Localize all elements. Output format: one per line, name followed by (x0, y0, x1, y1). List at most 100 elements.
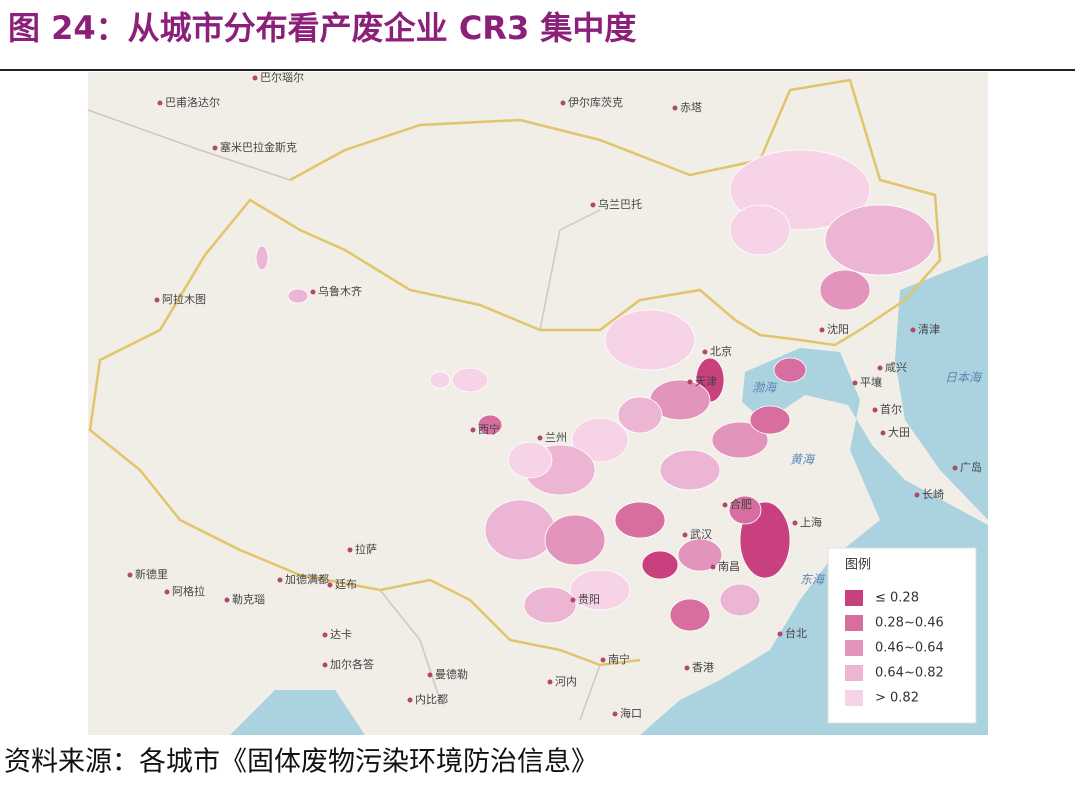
place-dot (157, 100, 163, 106)
place-label: 北京 (710, 344, 732, 358)
region (641, 550, 679, 580)
region (604, 309, 696, 371)
place-label: 香港 (692, 661, 714, 674)
place-label: 勒克瑙 (232, 593, 265, 606)
place-dot (914, 492, 920, 498)
place-label: 南宁 (608, 652, 630, 666)
place-dot (852, 380, 858, 386)
region (669, 598, 711, 632)
place-dot (687, 379, 693, 385)
place-dot (792, 520, 798, 526)
place-dot (310, 289, 316, 295)
place-label: 沈阳 (827, 322, 849, 336)
place-label: 大田 (888, 425, 910, 439)
place-label: 伊尔库茨克 (568, 95, 623, 109)
region (569, 569, 631, 611)
region (544, 514, 606, 566)
place-label: 赤塔 (680, 101, 702, 114)
place-label: 乌鲁木齐 (318, 284, 362, 298)
place-dot (600, 657, 606, 663)
place-dot (672, 105, 678, 111)
place-dot (819, 327, 825, 333)
legend-label: > 0.82 (875, 691, 919, 706)
place-label: 新德里 (135, 567, 168, 581)
place-dot (164, 589, 170, 595)
region (719, 583, 761, 617)
figure-title: 图 24：从城市分布看产废企业 CR3 集中度 (8, 9, 636, 47)
place-label: 海口 (620, 706, 642, 720)
place-label: 清津 (918, 323, 940, 336)
place-dot (777, 631, 783, 637)
region (819, 269, 871, 311)
region (287, 288, 309, 304)
place-dot (277, 577, 283, 583)
place-label: 内比都 (415, 692, 448, 706)
legend-swatch (845, 640, 863, 656)
place-label: 塞米巴拉金斯克 (220, 140, 297, 154)
region (749, 405, 791, 435)
place-dot (537, 435, 543, 441)
region (711, 421, 769, 459)
place-label: 拉萨 (355, 542, 377, 556)
place-dot (684, 665, 690, 671)
region (255, 245, 269, 271)
place-label: 天津 (695, 375, 717, 388)
legend-label: ≤ 0.28 (875, 591, 919, 606)
region (429, 371, 451, 389)
place-dot (722, 502, 728, 508)
region (617, 396, 663, 434)
place-dot (427, 672, 433, 678)
region (659, 449, 721, 491)
place-label: 广岛 (960, 460, 982, 474)
place-label: 合肥 (730, 497, 752, 511)
place-dot (612, 711, 618, 717)
place-dot (322, 662, 328, 668)
place-dot (470, 427, 476, 433)
legend-swatch (845, 665, 863, 681)
place-label: 武汉 (690, 528, 712, 541)
region (571, 417, 629, 463)
region (728, 495, 762, 525)
place-label: 咸兴 (885, 361, 907, 374)
place-dot (872, 407, 878, 413)
place-label: 阿拉木图 (162, 292, 206, 306)
place-label: 巴甫洛达尔 (165, 95, 220, 109)
place-label: 加德满都 (285, 572, 329, 586)
legend-swatch (845, 615, 863, 631)
place-dot (327, 582, 333, 588)
place-dot (880, 430, 886, 436)
place-dot (127, 572, 133, 578)
place-dot (702, 349, 708, 355)
legend-swatch (845, 590, 863, 606)
region (507, 441, 553, 479)
legend-swatch (845, 690, 863, 706)
place-dot (910, 327, 916, 333)
place-dot (252, 75, 258, 81)
border (87, 109, 601, 721)
region (677, 538, 723, 572)
place-dot (952, 465, 958, 471)
legend-label: 0.28~0.46 (875, 616, 944, 631)
place-dot (322, 632, 328, 638)
place-label: 巴尔瑙尔 (260, 71, 304, 84)
place-dot (590, 202, 596, 208)
sea-area (895, 255, 988, 520)
place-label: 廷布 (335, 578, 357, 591)
region (523, 586, 577, 624)
sea-label: 东海 (800, 573, 826, 587)
source-note: 资料来源：各城市《固体废物污染环境防治信息》 (4, 747, 598, 778)
place-label: 南昌 (718, 560, 740, 573)
place-dot (682, 532, 688, 538)
region (729, 204, 791, 256)
regions (255, 149, 936, 632)
sea-label: 渤海 (752, 381, 778, 395)
place-label: 曼德勒 (435, 667, 468, 681)
place-label: 首尔 (880, 402, 902, 416)
place-dot (154, 297, 160, 303)
region (773, 357, 807, 383)
place-dot (407, 697, 413, 703)
